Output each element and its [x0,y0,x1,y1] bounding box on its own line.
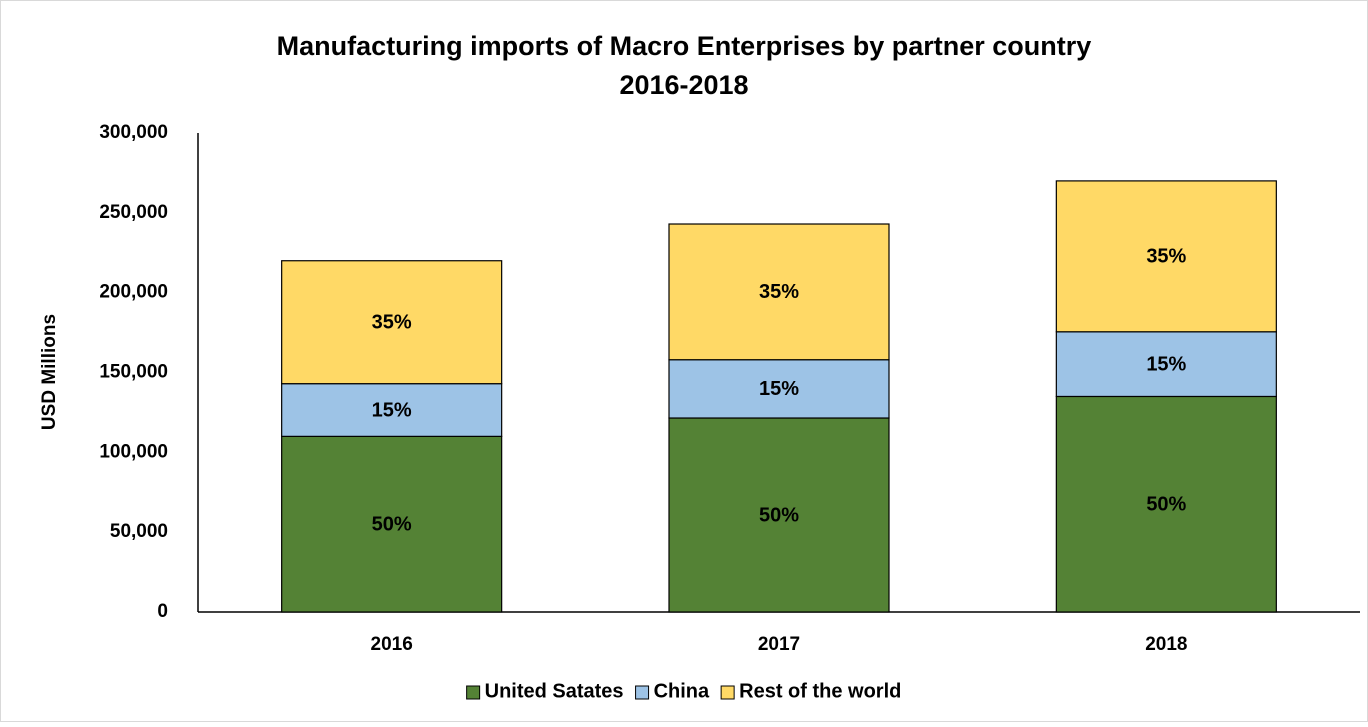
y-tick-label: 100,000 [99,441,168,462]
legend-label: China [654,680,710,702]
y-axis-label: USD Millions [39,314,60,430]
bar-segment [668,223,890,361]
bar-segment [668,417,890,613]
legend-swatch [720,685,735,700]
data-label: 15% [759,378,799,400]
chart-subtitle: 2016-2018 [619,70,748,100]
data-label: 50% [372,513,412,535]
x-tick-label: 2016 [371,634,413,655]
legend-label: Rest of the world [739,680,901,702]
y-tick-label: 150,000 [99,362,168,383]
legend-swatch [635,685,650,700]
bar-segment [1055,180,1277,333]
data-label: 50% [1146,494,1186,516]
legend-swatch [466,685,481,700]
data-label: 35% [759,281,799,303]
x-tick-label: 2018 [1145,634,1187,655]
bar-segment [1055,331,1277,398]
y-tick-label: 0 [157,601,168,622]
bar-segment [1055,395,1277,613]
data-label: 35% [372,311,412,333]
bar-segment [281,260,503,385]
x-tick-label: 2017 [758,634,800,655]
y-tick-label: 300,000 [99,122,168,143]
data-label: 15% [1146,353,1186,375]
y-tick-label: 250,000 [99,202,168,223]
chart-title: Manufacturing imports of Macro Enterpris… [277,31,1092,61]
legend-label: United Satates [485,680,624,702]
y-tick-label: 50,000 [110,521,168,542]
y-tick-label: 200,000 [99,282,168,303]
bar-segment [668,359,890,419]
bar-segment [281,383,503,437]
data-label: 50% [759,504,799,526]
data-label: 35% [1146,246,1186,268]
data-label: 15% [372,399,412,421]
